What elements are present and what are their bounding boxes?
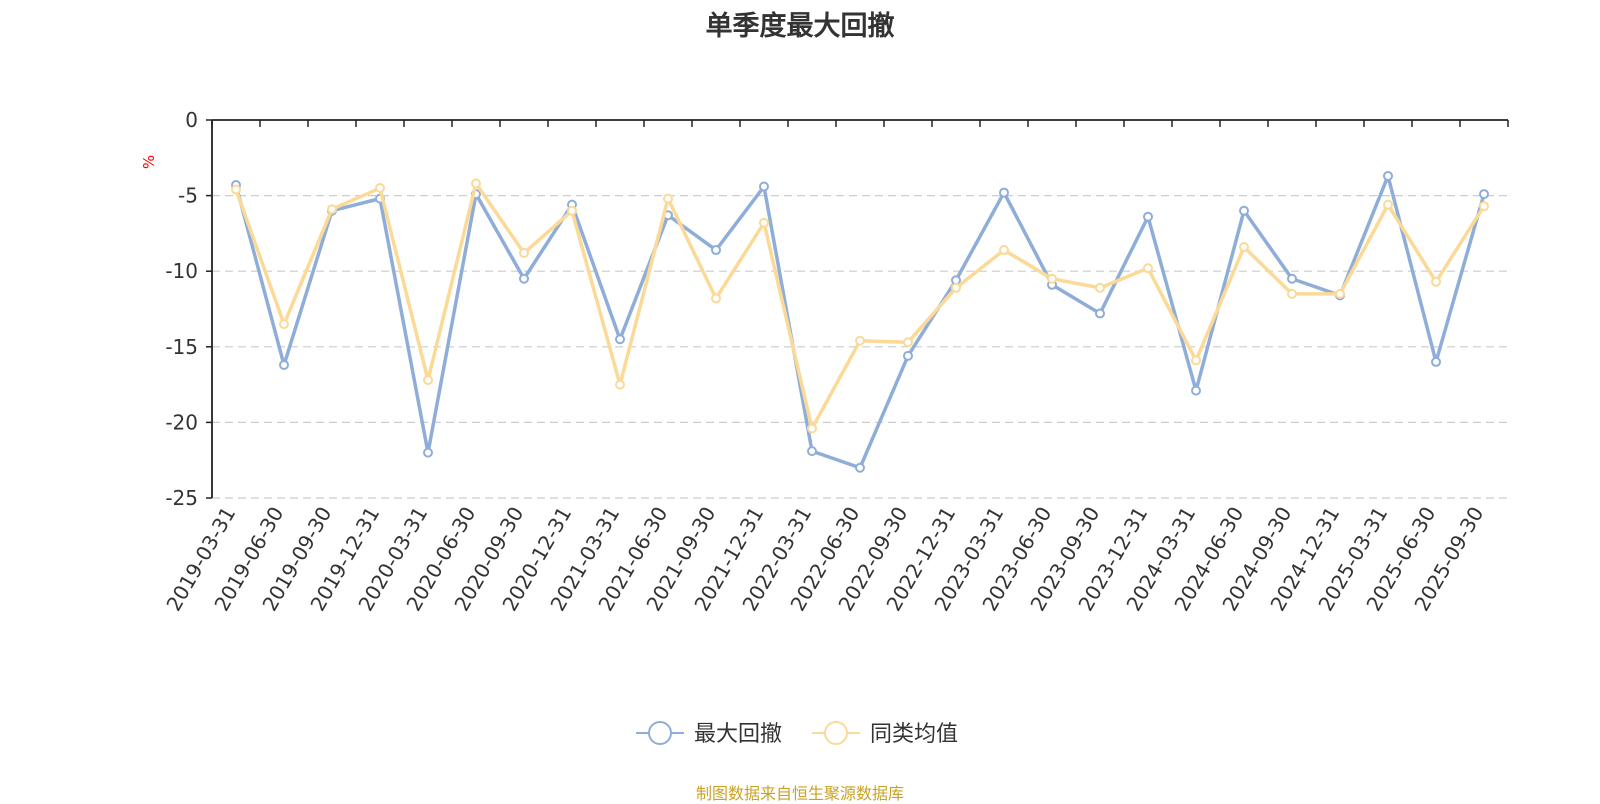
data-point[interactable] [759,181,769,192]
data-point[interactable] [519,248,529,259]
data-point[interactable] [855,335,865,346]
data-point[interactable] [903,350,913,361]
data-point[interactable] [471,178,481,189]
data-point[interactable] [423,447,433,458]
series-peer-average [231,178,1489,434]
y-tick-label: -5 [178,184,198,208]
data-point[interactable] [279,359,289,370]
data-point[interactable] [1479,189,1489,200]
legend-marker-icon [824,721,848,745]
data-point[interactable] [1095,308,1105,319]
data-point[interactable] [1383,199,1393,210]
legend: 最大回撤 同类均值 [636,721,958,747]
data-point[interactable] [711,245,721,256]
data-point[interactable] [1239,242,1249,253]
series-line [234,174,1486,470]
data-point[interactable] [615,334,625,345]
y-tick-label: -10 [165,259,198,283]
data-point[interactable] [1431,276,1441,287]
legend-item[interactable]: 最大回撤 [636,721,782,747]
legend-label: 最大回撤 [694,722,782,747]
grid-lines [212,195,1508,499]
data-point[interactable] [375,183,385,194]
data-point[interactable] [1191,355,1201,366]
data-source-note: 制图数据来自恒生聚源数据库 [695,784,904,803]
y-tick-label: -15 [165,335,198,359]
data-point[interactable] [1287,288,1297,299]
data-point[interactable] [999,245,1009,256]
data-point[interactable] [951,282,961,293]
data-point[interactable] [1287,273,1297,284]
data-point[interactable] [711,293,721,304]
data-point[interactable] [423,375,433,386]
y-tick-label: 0 [185,108,198,132]
data-point[interactable] [1191,385,1201,396]
data-point[interactable] [759,217,769,228]
legend-item[interactable]: 同类均值 [812,721,958,747]
data-point[interactable] [1239,205,1249,216]
data-point[interactable] [1335,288,1345,299]
chart-title: 单季度最大回撤 [705,11,895,42]
data-point[interactable] [1431,356,1441,367]
series [231,170,1489,473]
data-point[interactable] [1143,211,1153,222]
data-point[interactable] [567,205,577,216]
data-point[interactable] [1095,282,1105,293]
data-point[interactable] [519,273,529,284]
legend-marker-icon [648,721,672,745]
data-point[interactable] [279,319,289,330]
data-point[interactable] [231,184,241,195]
y-tick-label: -25 [165,486,198,510]
series-max-drawdown [231,170,1489,473]
data-point[interactable] [807,423,817,434]
legend-label: 同类均值 [870,722,958,747]
data-point[interactable] [1479,201,1489,212]
data-point[interactable] [1383,170,1393,181]
y-tick-label: -20 [165,410,198,434]
data-point[interactable] [999,187,1009,198]
data-point[interactable] [1143,263,1153,274]
data-point[interactable] [615,379,625,390]
data-point[interactable] [327,204,337,215]
data-point[interactable] [903,337,913,348]
series-line [234,181,1486,431]
data-point[interactable] [855,462,865,473]
y-axis-label: % [140,155,158,169]
axes: 0-5-10-15-20-252019-03-312019-06-302019-… [161,108,1509,615]
data-point[interactable] [807,446,817,457]
data-point[interactable] [663,193,673,204]
data-point[interactable] [1047,273,1057,284]
